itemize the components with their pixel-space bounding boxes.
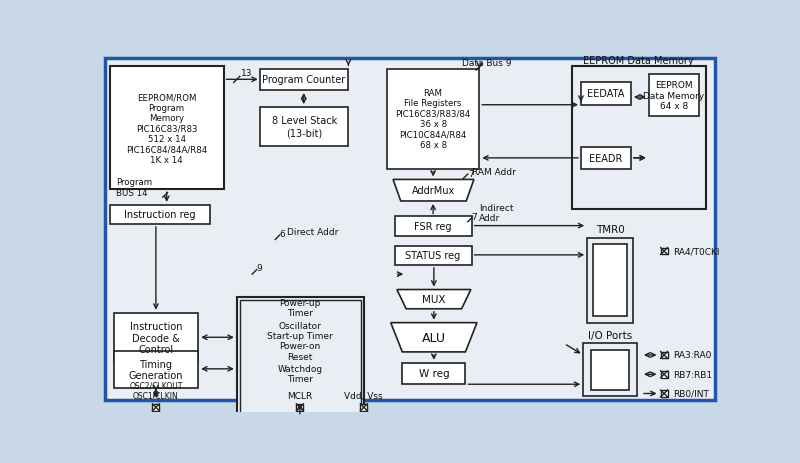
Text: 6: 6 (279, 229, 285, 238)
Polygon shape (390, 323, 477, 352)
Text: Program Counter: Program Counter (262, 75, 346, 85)
Text: Vdd, Vss: Vdd, Vss (345, 391, 383, 400)
Bar (297, 404, 303, 411)
Bar (587, 238, 634, 323)
Text: 13: 13 (241, 69, 252, 78)
Text: Power-on
Reset: Power-on Reset (279, 342, 321, 361)
Bar (581, 82, 631, 106)
Bar (110, 67, 224, 190)
Text: Watchdog
Timer: Watchdog Timer (278, 364, 322, 383)
Text: RAM Addr: RAM Addr (472, 168, 515, 177)
Text: OSC2/CLKOUT
OSC1/CLKIN: OSC2/CLKOUT OSC1/CLKIN (130, 381, 182, 400)
Text: 8 Level Stack
(13-bit): 8 Level Stack (13-bit) (271, 116, 337, 138)
Text: Oscillator
Start-up Timer: Oscillator Start-up Timer (267, 321, 333, 340)
Bar (661, 248, 667, 255)
Text: 9: 9 (256, 264, 262, 273)
Bar (260, 69, 349, 91)
Text: Instruction reg: Instruction reg (124, 210, 195, 220)
Bar (402, 363, 466, 384)
Text: EEADR: EEADR (590, 154, 622, 163)
Text: 7: 7 (472, 212, 478, 221)
Text: EEPROM Data Memory: EEPROM Data Memory (583, 56, 694, 66)
Text: TMR0: TMR0 (596, 224, 625, 234)
Text: Power-up
Timer: Power-up Timer (279, 298, 321, 317)
Bar (581, 148, 631, 169)
Bar (114, 351, 198, 388)
Text: MCLR: MCLR (287, 391, 313, 400)
Text: Program
BUS 14: Program BUS 14 (116, 178, 152, 197)
Bar (594, 244, 627, 317)
Bar (661, 371, 667, 378)
Text: I/O Ports: I/O Ports (588, 330, 632, 340)
Bar (591, 350, 630, 390)
Bar (583, 344, 637, 396)
Text: Timing
Generation: Timing Generation (129, 359, 183, 381)
Text: FSR reg: FSR reg (414, 221, 452, 232)
Text: EEPROM
Data Memory
64 x 8: EEPROM Data Memory 64 x 8 (643, 81, 704, 111)
Polygon shape (393, 180, 474, 201)
Text: RA4/T0CKI: RA4/T0CKI (674, 247, 720, 256)
Text: RB0/INT: RB0/INT (674, 389, 710, 398)
Bar (661, 390, 667, 397)
Bar (240, 300, 361, 413)
Text: ALU: ALU (422, 331, 446, 344)
Text: MUX: MUX (422, 294, 446, 305)
Bar (260, 108, 349, 146)
Bar (394, 246, 472, 265)
Bar (387, 69, 479, 169)
Text: Data Bus 9: Data Bus 9 (462, 58, 512, 68)
Bar (360, 404, 367, 411)
Text: 7: 7 (468, 170, 474, 179)
Bar (649, 75, 698, 117)
Text: AddrMux: AddrMux (412, 186, 455, 196)
Bar (394, 217, 472, 236)
Text: Direct Addr: Direct Addr (287, 228, 338, 237)
Text: RB7:RB1: RB7:RB1 (674, 370, 713, 379)
Polygon shape (397, 290, 471, 309)
Text: W reg: W reg (418, 369, 449, 379)
Text: Indirect
Addr: Indirect Addr (479, 203, 514, 223)
Bar (114, 313, 198, 363)
Bar (661, 352, 667, 359)
Bar (237, 298, 364, 417)
Bar (572, 67, 706, 209)
Text: Instruction
Decode &
Control: Instruction Decode & Control (130, 321, 182, 355)
Bar (153, 404, 159, 411)
Bar (110, 206, 210, 225)
Text: RA3:RA0: RA3:RA0 (674, 351, 712, 360)
Text: EEDATA: EEDATA (587, 89, 625, 99)
Text: EEPROM/ROM
Program
Memory
PIC16C83/R83
512 x 14
PIC16C84/84A/R84
1K x 14: EEPROM/ROM Program Memory PIC16C83/R83 5… (126, 93, 207, 164)
Text: RAM
File Registers
PIC16C83/R83/84
36 x 8
PIC10C84A/R84
68 x 8: RAM File Registers PIC16C83/R83/84 36 x … (395, 89, 470, 150)
Text: STATUS reg: STATUS reg (406, 251, 461, 261)
